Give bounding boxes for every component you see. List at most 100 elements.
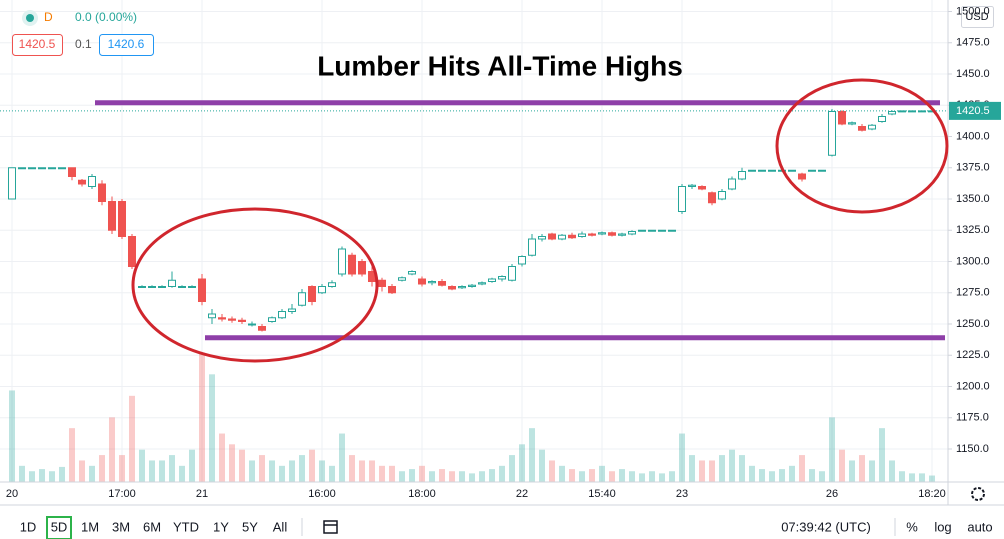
y-tick-label: 1475.0 — [956, 37, 990, 49]
volume-bar — [879, 428, 885, 482]
candle-body — [108, 201, 116, 231]
currency-box[interactable] — [961, 6, 994, 28]
volume-bar — [349, 455, 355, 482]
compare-icon[interactable] — [323, 520, 338, 534]
volume-bar — [759, 469, 765, 482]
volume-bar — [909, 473, 915, 482]
auto-toggle[interactable]: auto — [967, 519, 992, 534]
volume-bar — [929, 475, 935, 482]
volume-bar — [689, 455, 695, 482]
candle-body — [418, 278, 426, 285]
candle-body — [678, 186, 686, 212]
candle-body — [598, 232, 606, 235]
y-tick-label: 1200.0 — [956, 380, 990, 392]
y-tick-label: 1250.0 — [956, 318, 990, 330]
volume-bar — [599, 465, 605, 482]
candle-body — [278, 311, 286, 319]
y-tick-label: 1300.0 — [956, 255, 990, 267]
highlight-ellipse — [131, 207, 379, 363]
candle-body — [698, 186, 706, 190]
volume-bar — [839, 449, 845, 482]
candle-body — [388, 286, 396, 294]
x-tick-label: 16:00 — [308, 488, 336, 500]
candle-body — [238, 319, 246, 322]
range-button[interactable]: YTD — [173, 519, 199, 534]
volume-bar — [299, 455, 305, 482]
candle-body — [798, 173, 806, 180]
volume-bar — [19, 465, 25, 482]
candle-body — [648, 229, 656, 232]
volume-bar — [539, 449, 545, 482]
volume-bar — [499, 465, 505, 482]
candle-body — [98, 183, 106, 202]
range-button[interactable]: 1D — [20, 519, 37, 534]
candle-body — [268, 317, 276, 322]
volume-bar — [369, 460, 375, 482]
range-button[interactable]: 1M — [81, 519, 99, 534]
log-toggle[interactable]: log — [934, 519, 951, 534]
candle-body — [868, 124, 876, 130]
x-tick-label: 18:20 — [918, 488, 946, 500]
volume-bar — [729, 449, 735, 482]
volume-bar — [159, 460, 165, 482]
volume-bar — [789, 465, 795, 482]
candle-body — [178, 286, 186, 288]
volume-bar — [669, 471, 675, 482]
candle-body — [658, 229, 666, 232]
candle-body — [378, 279, 386, 287]
volume-bar — [39, 469, 45, 482]
y-tick-label: 1400.0 — [956, 130, 990, 142]
volume-bar — [529, 428, 535, 482]
volume-bar — [119, 455, 125, 482]
ask-box[interactable] — [99, 34, 154, 56]
volume-bar — [679, 433, 685, 482]
candle-body — [828, 111, 836, 156]
volume-bar — [779, 469, 785, 482]
range-button[interactable]: 1Y — [213, 519, 229, 534]
volume-bar — [129, 395, 135, 482]
candle-body — [848, 122, 856, 125]
y-tick-label: 1150.0 — [956, 443, 989, 455]
volume-bar — [259, 455, 265, 482]
range-selected — [46, 516, 72, 539]
bid-box[interactable] — [12, 34, 63, 56]
range-button[interactable]: 5D — [51, 519, 68, 534]
y-tick-label: 1350.0 — [956, 193, 990, 205]
volume-bar — [319, 460, 325, 482]
percent-toggle[interactable]: % — [906, 519, 918, 534]
y-tick-label: 1275.0 — [956, 287, 990, 299]
volume-bar — [29, 471, 35, 482]
highlight-ellipse — [775, 78, 949, 214]
volume-bar — [399, 471, 405, 482]
range-button[interactable]: 6M — [143, 519, 161, 534]
volume-bar — [379, 465, 385, 482]
candle-body — [728, 178, 736, 190]
bid: 1420.5 — [19, 37, 56, 51]
candle-body — [288, 308, 296, 312]
y-tick-label: 1375.0 — [956, 162, 990, 174]
settings-icon[interactable] — [971, 487, 985, 501]
volume-bar — [49, 471, 55, 482]
volume-bar — [609, 471, 615, 482]
candle-body — [808, 169, 816, 172]
x-tick-label: 26 — [826, 488, 838, 500]
candle-body — [408, 271, 416, 275]
candle-body — [718, 191, 726, 200]
candle-body — [118, 201, 126, 237]
range-button[interactable]: 5Y — [242, 519, 258, 534]
volume-bar — [559, 465, 565, 482]
candle-body — [398, 277, 406, 281]
candle-body — [738, 171, 746, 180]
volume-bar — [739, 455, 745, 482]
candle-body — [18, 167, 26, 170]
volume-bar — [449, 471, 455, 482]
candle-body — [208, 313, 216, 319]
volume-bar — [169, 455, 175, 482]
volume-bar — [749, 465, 755, 482]
range-button[interactable]: 3M — [112, 519, 130, 534]
candle-body — [218, 317, 226, 320]
volume-bar — [189, 449, 195, 482]
range-button[interactable]: All — [273, 519, 288, 534]
volume-bar — [519, 444, 525, 482]
candle-body — [428, 281, 436, 284]
